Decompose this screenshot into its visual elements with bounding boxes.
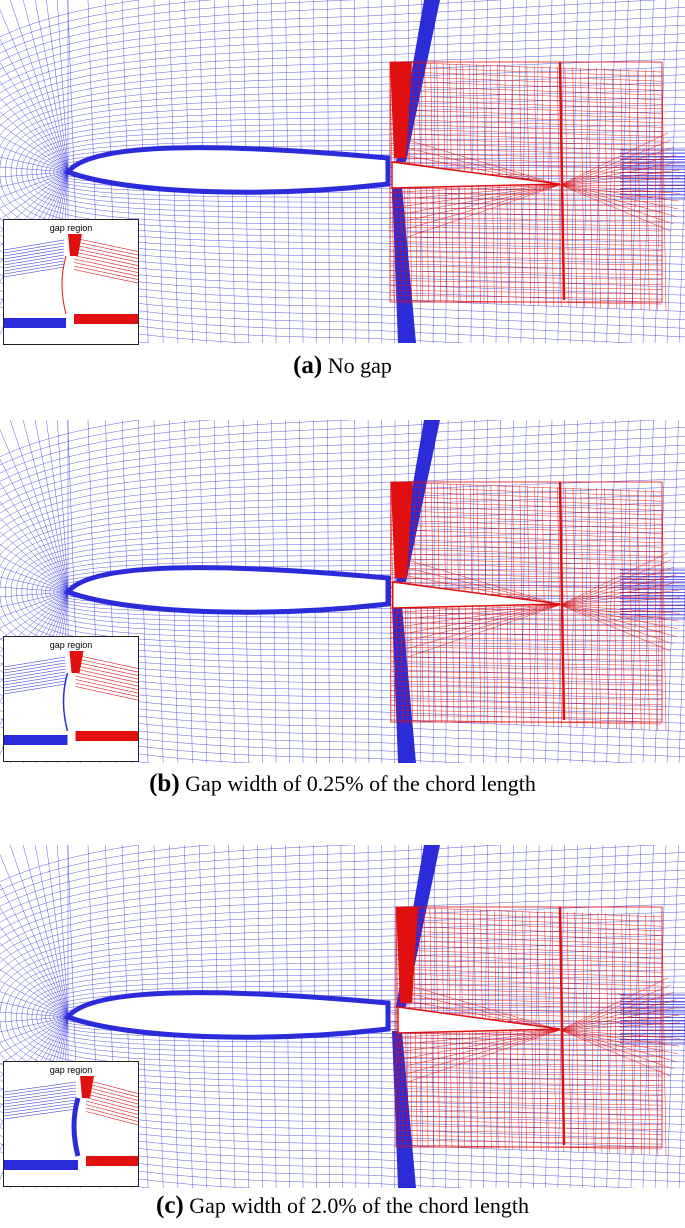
flap-refinement-line <box>558 906 566 1146</box>
panel-a: gap region (a) No gap <box>0 0 685 390</box>
flap-refinement-line <box>558 481 566 721</box>
inset-flap-mesh <box>73 237 138 284</box>
panel-b: gap region (b) Gap width of 0.25% of the… <box>0 420 685 810</box>
mesh-diagram-b <box>0 420 685 763</box>
caption-a: (a) No gap <box>0 352 685 380</box>
caption-text-c: Gap width of 2.0% of the chord length <box>189 1193 529 1218</box>
inset-flap-lower <box>75 731 138 741</box>
inset-flap-refinement <box>69 651 84 673</box>
flap-element <box>397 1006 561 1034</box>
gap-region-inset-a: gap region <box>3 219 139 345</box>
inset-gap-line <box>71 1097 81 1157</box>
inset-lower-surface <box>4 318 66 328</box>
gap-region-diagram-c <box>4 1076 138 1170</box>
inset-flap-refinement <box>80 1076 94 1098</box>
lower-refinement-band <box>392 1031 416 1188</box>
lower-refinement-band <box>392 186 416 343</box>
mesh-diagram-a <box>0 0 685 343</box>
caption-tag-a: (a) <box>293 352 323 379</box>
caption-text-b: Gap width of 0.25% of the chord length <box>185 771 536 796</box>
flap-refinement-line <box>558 61 566 301</box>
mesh-diagram-c <box>0 845 685 1188</box>
inset-gap-line <box>61 255 67 315</box>
inset-title-b: gap region <box>49 640 93 650</box>
caption-c: (c) Gap width of 2.0% of the chord lengt… <box>0 1192 685 1220</box>
flap-element <box>391 161 561 189</box>
gap-region-diagram-b <box>4 651 138 745</box>
caption-text-a: No gap <box>327 353 392 378</box>
gap-region-diagram-a <box>4 234 138 328</box>
inset-main-mesh <box>4 239 65 278</box>
inset-title-a: gap region <box>49 223 93 233</box>
caption-tag-b: (b) <box>149 770 180 797</box>
flap-element <box>392 581 561 609</box>
inset-flap-refinement <box>68 234 82 256</box>
inset-lower-surface <box>4 1160 78 1170</box>
panel-c: gap region (c) Gap width of 2.0% of the … <box>0 845 685 1228</box>
wake-mesh-lines <box>620 149 685 199</box>
inset-flap-lower <box>86 1156 138 1166</box>
inset-main-mesh <box>4 656 66 695</box>
wake-mesh-lines <box>620 569 685 619</box>
airfoil-main-element <box>63 990 391 1040</box>
lower-refinement-band <box>392 606 416 763</box>
inset-flap-lower <box>74 314 138 324</box>
inset-title-c: gap region <box>49 1065 93 1075</box>
inset-flap-mesh <box>85 1079 138 1126</box>
inset-main-mesh <box>4 1081 77 1120</box>
flap-leading-refinement <box>390 62 412 158</box>
flap-leading-refinement <box>390 482 413 578</box>
gap-region-inset-c: gap region <box>3 1061 139 1187</box>
inset-flap-mesh <box>75 654 138 701</box>
gap-region-inset-b: gap region <box>3 636 139 762</box>
flap-leading-refinement <box>396 907 418 1003</box>
inset-lower-surface <box>4 735 68 745</box>
caption-b: (b) Gap width of 0.25% of the chord leng… <box>0 770 685 798</box>
caption-tag-c: (c) <box>156 1192 184 1219</box>
airfoil-main-element <box>63 565 391 615</box>
airfoil-main-element <box>63 145 391 195</box>
wake-mesh-lines <box>620 994 685 1044</box>
inset-gap-line <box>62 672 69 732</box>
